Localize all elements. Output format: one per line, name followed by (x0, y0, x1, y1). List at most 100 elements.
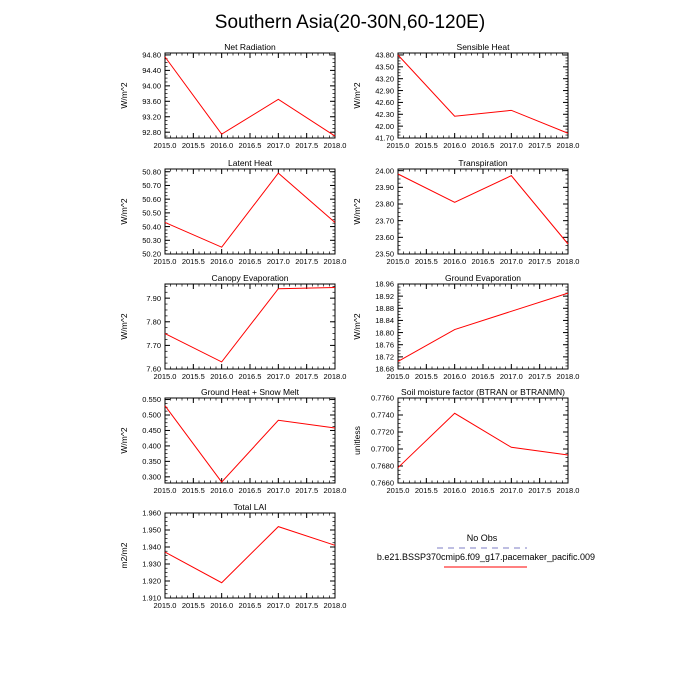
panel-net-radiation: Net Radiation 2015.0 2015.5 2016.0 2016.5 201… (119, 42, 346, 150)
x-tick-label: 2015.0 (154, 372, 177, 381)
series-line-soil-moisture-factor-btran-or-btranmn (397, 412, 569, 469)
x-tick-label: 2017.0 (267, 141, 290, 150)
y-tick-label: 1.930 (142, 560, 161, 569)
panel-title: Latent Heat (228, 158, 273, 168)
x-tick-label: 2016.5 (472, 141, 495, 150)
y-tick-label: 50.20 (142, 250, 161, 259)
y-tick-label: 42.60 (375, 98, 394, 107)
panel-title: Ground Evaporation (445, 273, 521, 283)
x-tick-label: 2016.5 (239, 372, 262, 381)
panel-total-lai: Total LAI 2015.0 2015.5 2016.0 2016.5 2017.0 2… (119, 502, 346, 610)
panel-canopy-evaporation: Canopy Evaporation 2015.0 2015.5 2016.0 2016… (119, 273, 346, 381)
plot-frame (397, 52, 569, 139)
x-tick-label: 2017.5 (295, 601, 318, 610)
x-tick-label: 2018.0 (324, 257, 347, 266)
x-tick-label: 2015.0 (387, 486, 410, 495)
x-tick-label: 2017.5 (295, 257, 318, 266)
x-tick-label: 2015.0 (154, 141, 177, 150)
x-tick-label: 2015.0 (154, 486, 177, 495)
x-tick-label: 2016.5 (472, 372, 495, 381)
x-tick-label: 2017.0 (267, 486, 290, 495)
x-tick-label: 2017.0 (500, 372, 523, 381)
x-tick-label: 2015.0 (387, 257, 410, 266)
panel-latent-heat: Latent Heat 2015.0 2015.5 2016.0 2016.5 2017.… (119, 158, 346, 266)
x-tick-label: 2017.5 (295, 372, 318, 381)
panel-title: Transpiration (458, 158, 508, 168)
x-tick-label: 2016.0 (210, 257, 233, 266)
panel-title: Ground Heat + Snow Melt (201, 387, 300, 397)
panel-title: Canopy Evaporation (211, 273, 288, 283)
y-tick-label: 43.50 (375, 63, 394, 72)
x-tick-label: 2017.5 (295, 486, 318, 495)
y-tick-label: 41.70 (375, 134, 394, 143)
panels: Net Radiation 2015.0 2015.5 2016.0 2016.5 201… (119, 42, 579, 610)
y-tick-label: 0.7660 (371, 479, 394, 488)
x-tick-label: 2015.5 (182, 141, 205, 150)
y-tick-label: 0.7720 (371, 428, 394, 437)
x-tick-label: 2015.5 (182, 486, 205, 495)
y-tick-label: 18.92 (375, 292, 394, 301)
y-axis-label: W/m^2 (352, 198, 362, 224)
series-line-transpiration (397, 173, 569, 245)
x-tick-label: 2015.5 (415, 257, 438, 266)
x-tick-label: 2015.5 (415, 372, 438, 381)
y-tick-label: 43.20 (375, 74, 394, 83)
y-axis-label: m2/m2 (119, 542, 129, 568)
y-tick-label: 18.68 (375, 365, 394, 374)
x-tick-label: 2015.5 (182, 372, 205, 381)
panel-sensible-heat: Sensible Heat 2015.0 2015.5 2016.0 2016.5 201… (352, 42, 579, 150)
legend: No Obs b.e21.BSSP370cmip6.f09_g17.pacema… (377, 533, 595, 568)
x-tick-label: 2018.0 (324, 601, 347, 610)
series-line-net-radiation (164, 56, 336, 137)
x-tick-label: 2016.5 (472, 486, 495, 495)
y-tick-label: 23.50 (375, 250, 394, 259)
series-line-ground-evaporation (397, 292, 569, 362)
x-tick-label: 2015.0 (387, 372, 410, 381)
y-tick-label: 93.60 (142, 97, 161, 106)
y-tick-label: 1.910 (142, 594, 161, 603)
y-tick-label: 18.96 (375, 280, 394, 289)
y-tick-label: 0.450 (142, 426, 161, 435)
plot-frame (164, 512, 336, 599)
y-tick-label: 50.60 (142, 195, 161, 204)
y-axis-label: W/m^2 (119, 313, 129, 339)
y-tick-label: 1.940 (142, 543, 161, 552)
x-tick-label: 2015.0 (154, 257, 177, 266)
x-tick-label: 2016.5 (239, 486, 262, 495)
y-tick-label: 18.80 (375, 328, 394, 337)
y-tick-label: 50.80 (142, 167, 161, 176)
legend-label-model-run: b.e21.BSSP370cmip6.f09_g17.pacemaker_pac… (377, 552, 595, 562)
series-line-canopy-evaporation (164, 287, 336, 363)
y-tick-label: 18.88 (375, 304, 394, 313)
y-tick-label: 24.00 (375, 166, 394, 175)
panel-title: Sensible Heat (457, 42, 511, 52)
x-tick-label: 2017.5 (528, 486, 551, 495)
x-tick-label: 2016.5 (239, 141, 262, 150)
y-tick-label: 0.500 (142, 411, 161, 420)
y-tick-label: 92.80 (142, 128, 161, 137)
plot-frame (164, 52, 336, 139)
y-tick-label: 23.60 (375, 233, 394, 242)
x-tick-label: 2017.0 (500, 141, 523, 150)
y-tick-label: 0.550 (142, 395, 161, 404)
x-tick-label: 2018.0 (557, 141, 580, 150)
x-tick-label: 2016.0 (210, 486, 233, 495)
x-tick-label: 2018.0 (557, 372, 580, 381)
y-tick-label: 18.72 (375, 353, 394, 362)
x-tick-label: 2016.0 (443, 486, 466, 495)
x-tick-label: 2017.5 (528, 257, 551, 266)
x-tick-label: 2017.0 (500, 257, 523, 266)
x-tick-label: 2017.5 (528, 141, 551, 150)
x-tick-label: 2017.0 (267, 372, 290, 381)
y-tick-label: 0.7680 (371, 462, 394, 471)
y-tick-label: 7.60 (146, 365, 161, 374)
y-tick-label: 42.30 (375, 110, 394, 119)
series-line-ground-heat-snow-melt (164, 405, 336, 483)
x-tick-label: 2016.0 (210, 141, 233, 150)
plot-frame (164, 168, 336, 255)
y-tick-label: 23.70 (375, 216, 394, 225)
plot-frame (397, 283, 569, 370)
panel-transpiration: Transpiration 2015.0 2015.5 2016.0 2016.5 201… (352, 158, 579, 266)
y-tick-label: 1.950 (142, 526, 161, 535)
x-tick-label: 2015.5 (415, 141, 438, 150)
